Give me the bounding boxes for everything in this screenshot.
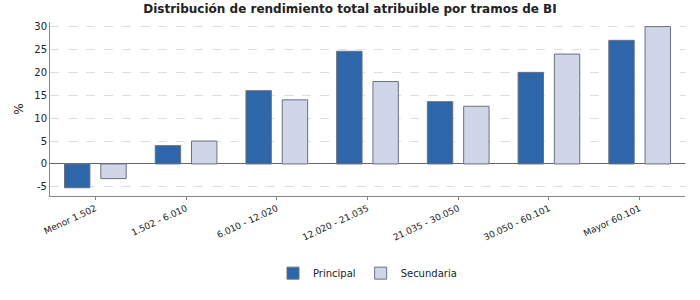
svg-text:12.020 - 21.035: 12.020 - 21.035 bbox=[301, 203, 370, 242]
svg-text:0: 0 bbox=[41, 158, 47, 169]
svg-text:Distribución de rendimiento to: Distribución de rendimiento total atribu… bbox=[143, 2, 556, 16]
svg-text:10: 10 bbox=[34, 113, 47, 124]
svg-text:Secundaria: Secundaria bbox=[401, 268, 457, 279]
svg-text:21.035 - 30.050: 21.035 - 30.050 bbox=[392, 203, 462, 243]
svg-text:30.050 - 60.101: 30.050 - 60.101 bbox=[482, 203, 551, 242]
svg-text:6.010 - 12.020: 6.010 - 12.020 bbox=[215, 203, 279, 240]
svg-text:Mayor 60.101: Mayor 60.101 bbox=[582, 203, 643, 238]
svg-text:30: 30 bbox=[34, 21, 47, 32]
svg-text:25: 25 bbox=[34, 44, 47, 55]
svg-text:5: 5 bbox=[41, 136, 47, 147]
svg-text:%: % bbox=[12, 103, 26, 114]
svg-text:20: 20 bbox=[34, 67, 47, 78]
svg-text:Principal: Principal bbox=[313, 268, 356, 279]
svg-text:1.502 - 6.010: 1.502 - 6.010 bbox=[130, 203, 189, 238]
svg-text:15: 15 bbox=[34, 90, 47, 101]
svg-text:-5: -5 bbox=[37, 181, 47, 192]
svg-text:Menor 1.502: Menor 1.502 bbox=[42, 203, 98, 236]
